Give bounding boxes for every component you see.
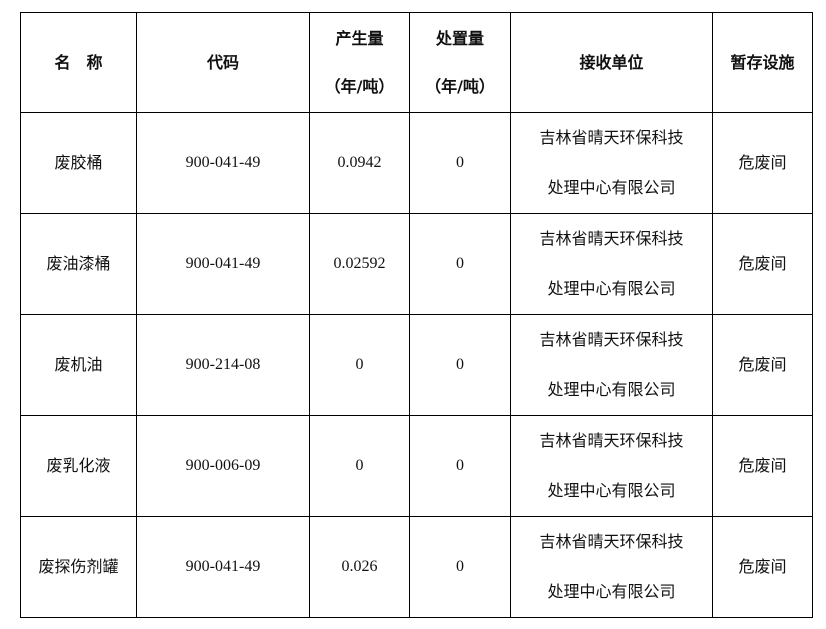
cell-produced: 0.02592 [309,213,410,315]
receiver-line: 吉林省晴天环保科技 [539,128,684,147]
header-disposed-line1: 处置量 [435,28,484,48]
cell-name: 废油漆桶 [20,213,137,315]
cell-produced: 0.0942 [309,112,410,214]
cell-produced: 0 [309,314,410,416]
cell-disposed: 0 [409,516,511,618]
cell-receiver: 吉林省晴天环保科技 处理中心有限公司 [510,112,713,214]
table-row: 废油漆桶 900-041-49 0.02592 0 吉林省晴天环保科技 处理中心有限公司危… [20,213,813,315]
receiver-line: 吉林省晴天环保科技 [539,431,684,450]
header-disposed-line2: （年/吨） [425,76,495,96]
table-row: 废机油 900-214-08 0 0 吉林省晴天环保科技 处理中心有限公司 危废间 [20,314,813,416]
header-receiver: 接收单位 [510,12,713,113]
table-row: 废乳化液 900-006-09 0 0 吉林省晴天环保科技 处理中心有限公司 危废间 [20,415,813,517]
table-row: 废探伤剂罐 900-041-49 0.026 0 吉林省晴天环保科技 处理中心有限公司 危废… [20,516,813,618]
receiver-line: 吉林省晴天环保科技 [539,532,684,551]
header-code: 代码 [136,12,310,113]
cell-disposed: 0 [409,415,511,517]
cell-disposed: 0 [409,112,511,214]
receiver-line: 吉林省晴天环保科技 [539,229,684,248]
receiver-line: 处理中心有限公司 [547,582,676,601]
header-storage: 暂存设施 [712,12,813,113]
cell-storage: 危废间 [712,516,813,618]
cell-receiver: 吉林省晴天环保科技 处理中心有限公司 [510,213,713,315]
header-produced: 产生量 （年/吨） [309,12,410,113]
cell-name: 废乳化液 [20,415,137,517]
cell-storage: 危废间 [712,112,813,214]
cell-code: 900-214-08 [136,314,310,416]
cell-receiver: 吉林省晴天环保科技 处理中心有限公司 [510,516,713,618]
cell-code: 900-006-09 [136,415,310,517]
header-name: 名 称 [20,12,137,113]
cell-code: 900-041-49 [136,112,310,214]
cell-storage: 危废间 [712,415,813,517]
cell-name: 废机油 [20,314,137,416]
cell-name: 废探伤剂罐 [20,516,137,618]
receiver-line: 处理中心有限公司 [547,380,676,399]
cell-storage: 危废间 [712,314,813,416]
cell-produced: 0 [309,415,410,517]
header-produced-line2: （年/吨） [324,76,395,96]
cell-disposed: 0 [409,213,511,315]
cell-name: 废胶桶 [20,112,137,214]
header-disposed: 处置量 （年/吨） [409,12,511,113]
receiver-line: 处理中心有限公司 [547,481,676,500]
cell-storage: 危废间 [712,213,813,315]
receiver-line: 处理中心有限公司 [547,279,676,298]
header-produced-line1: 产生量 [335,28,384,48]
cell-disposed: 0 [409,314,511,416]
cell-produced: 0.026 [309,516,410,618]
cell-receiver: 吉林省晴天环保科技 处理中心有限公司 [510,415,713,517]
receiver-line: 处理中心有限公司 [547,178,676,197]
table-row: 废胶桶 900-041-49 0.0942 0 吉林省晴天环保科技 处理中心有限公司 危废间 [20,112,813,214]
header-row: 名 称 代码 产生量 （年/吨） 处置量 （年/吨） 接收单位 暂存设施 [20,12,813,113]
cell-receiver: 吉林省晴天环保科技 处理中心有限公司 [510,314,713,416]
receiver-line: 吉林省晴天环保科技 [539,330,684,349]
cell-code: 900-041-49 [136,213,310,315]
hazardous-waste-table: 名 称 代码 产生量 （年/吨） 处置量 （年/吨） 接收单位 暂存设施 废胶桶 90… [20,12,813,618]
cell-code: 900-041-49 [136,516,310,618]
